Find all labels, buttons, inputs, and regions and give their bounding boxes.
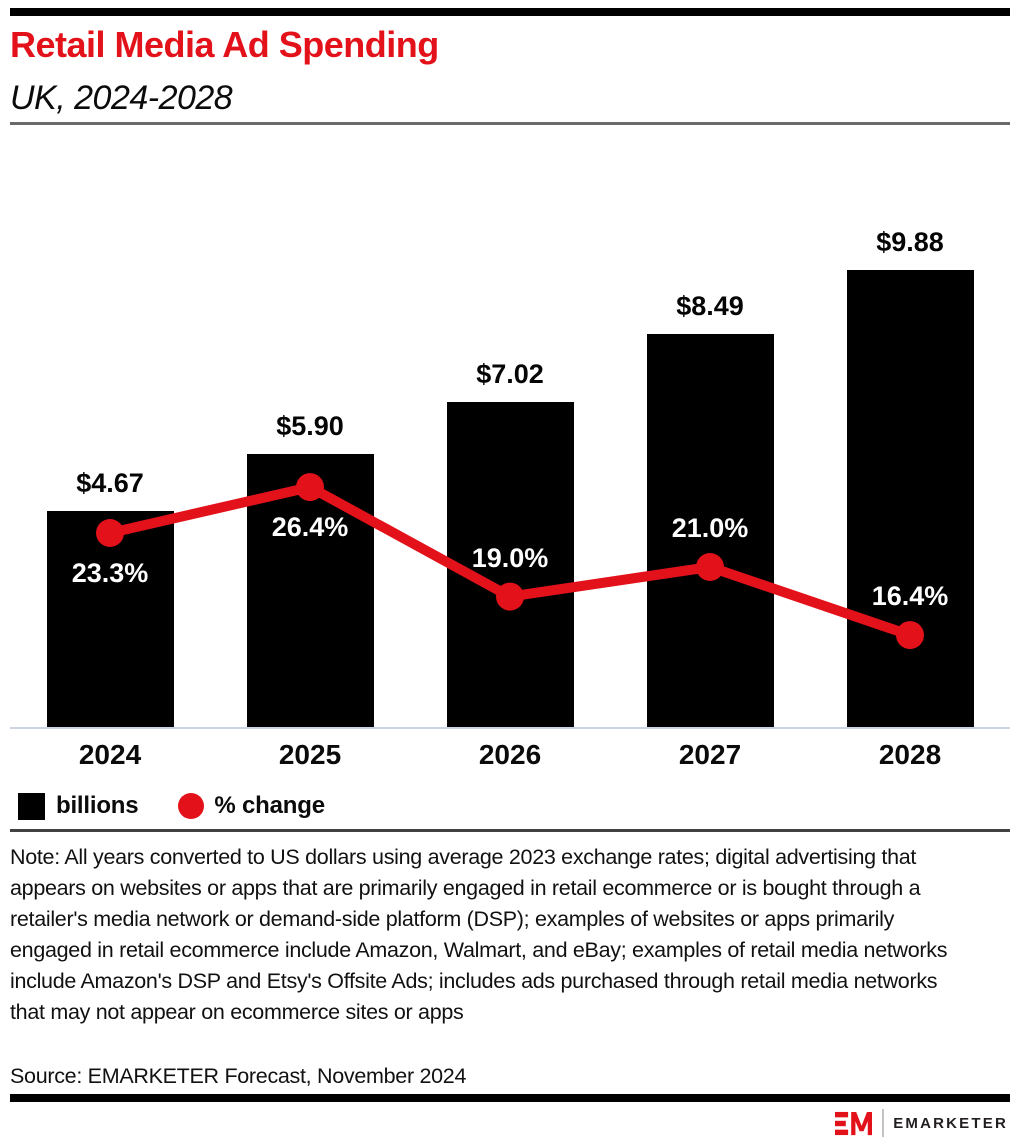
value-label-2027: $8.49 [676,290,744,321]
plot-area: $4.67 23.3% 2024 $5.90 26.4% 2025 $7.02 19.0% 20… [10,226,1010,770]
x-axis-line [10,727,1010,729]
emarketer-logo-icon [835,1111,873,1135]
pct-label-2025: 26.4% [271,512,349,543]
legend-divider [10,829,1010,832]
x-tick-2024: 2024 [78,739,142,770]
note-text: Note: All years converted to US dollars … [10,845,948,1024]
bar-2025 [246,453,374,727]
x-tick-2025: 2025 [278,739,342,770]
header-divider [10,122,1010,125]
x-tick-2026: 2026 [478,739,542,770]
top-divider [10,8,1010,16]
line-legend-swatch [178,793,205,819]
pct-label-2028: 16.4% [871,581,949,612]
pct-label-2024: 23.3% [71,558,149,588]
x-tick-2027: 2027 [678,739,742,770]
value-label-2024: $4.67 [76,467,144,498]
bottom-divider [10,1094,1010,1102]
value-label-2025: $5.90 [276,410,344,441]
pct-label-2026: 19.0% [471,542,549,573]
emarketer-wordmark: EMARKETER [893,1114,1008,1132]
chart-subtitle: UK, 2024-2028 [10,79,233,117]
value-label-2028: $9.88 [876,226,944,257]
bars-legend-swatch [18,792,45,820]
bar-2028 [846,269,974,727]
bars-legend-label: billions [56,792,139,819]
source-text: Source: EMARKETER Forecast, November 202… [10,1064,467,1088]
brand-footer: EMARKETER [835,1108,1008,1138]
logo-divider [882,1109,885,1137]
chart-title: Retail Media Ad Spending [10,24,439,65]
pct-label-2027: 21.0% [671,513,749,543]
bar-2024 [46,510,174,727]
value-label-2026: $7.02 [476,359,544,389]
line-legend-label: % change [214,792,325,819]
legend: billions % change [18,791,325,821]
x-tick-2028: 2028 [878,739,942,770]
